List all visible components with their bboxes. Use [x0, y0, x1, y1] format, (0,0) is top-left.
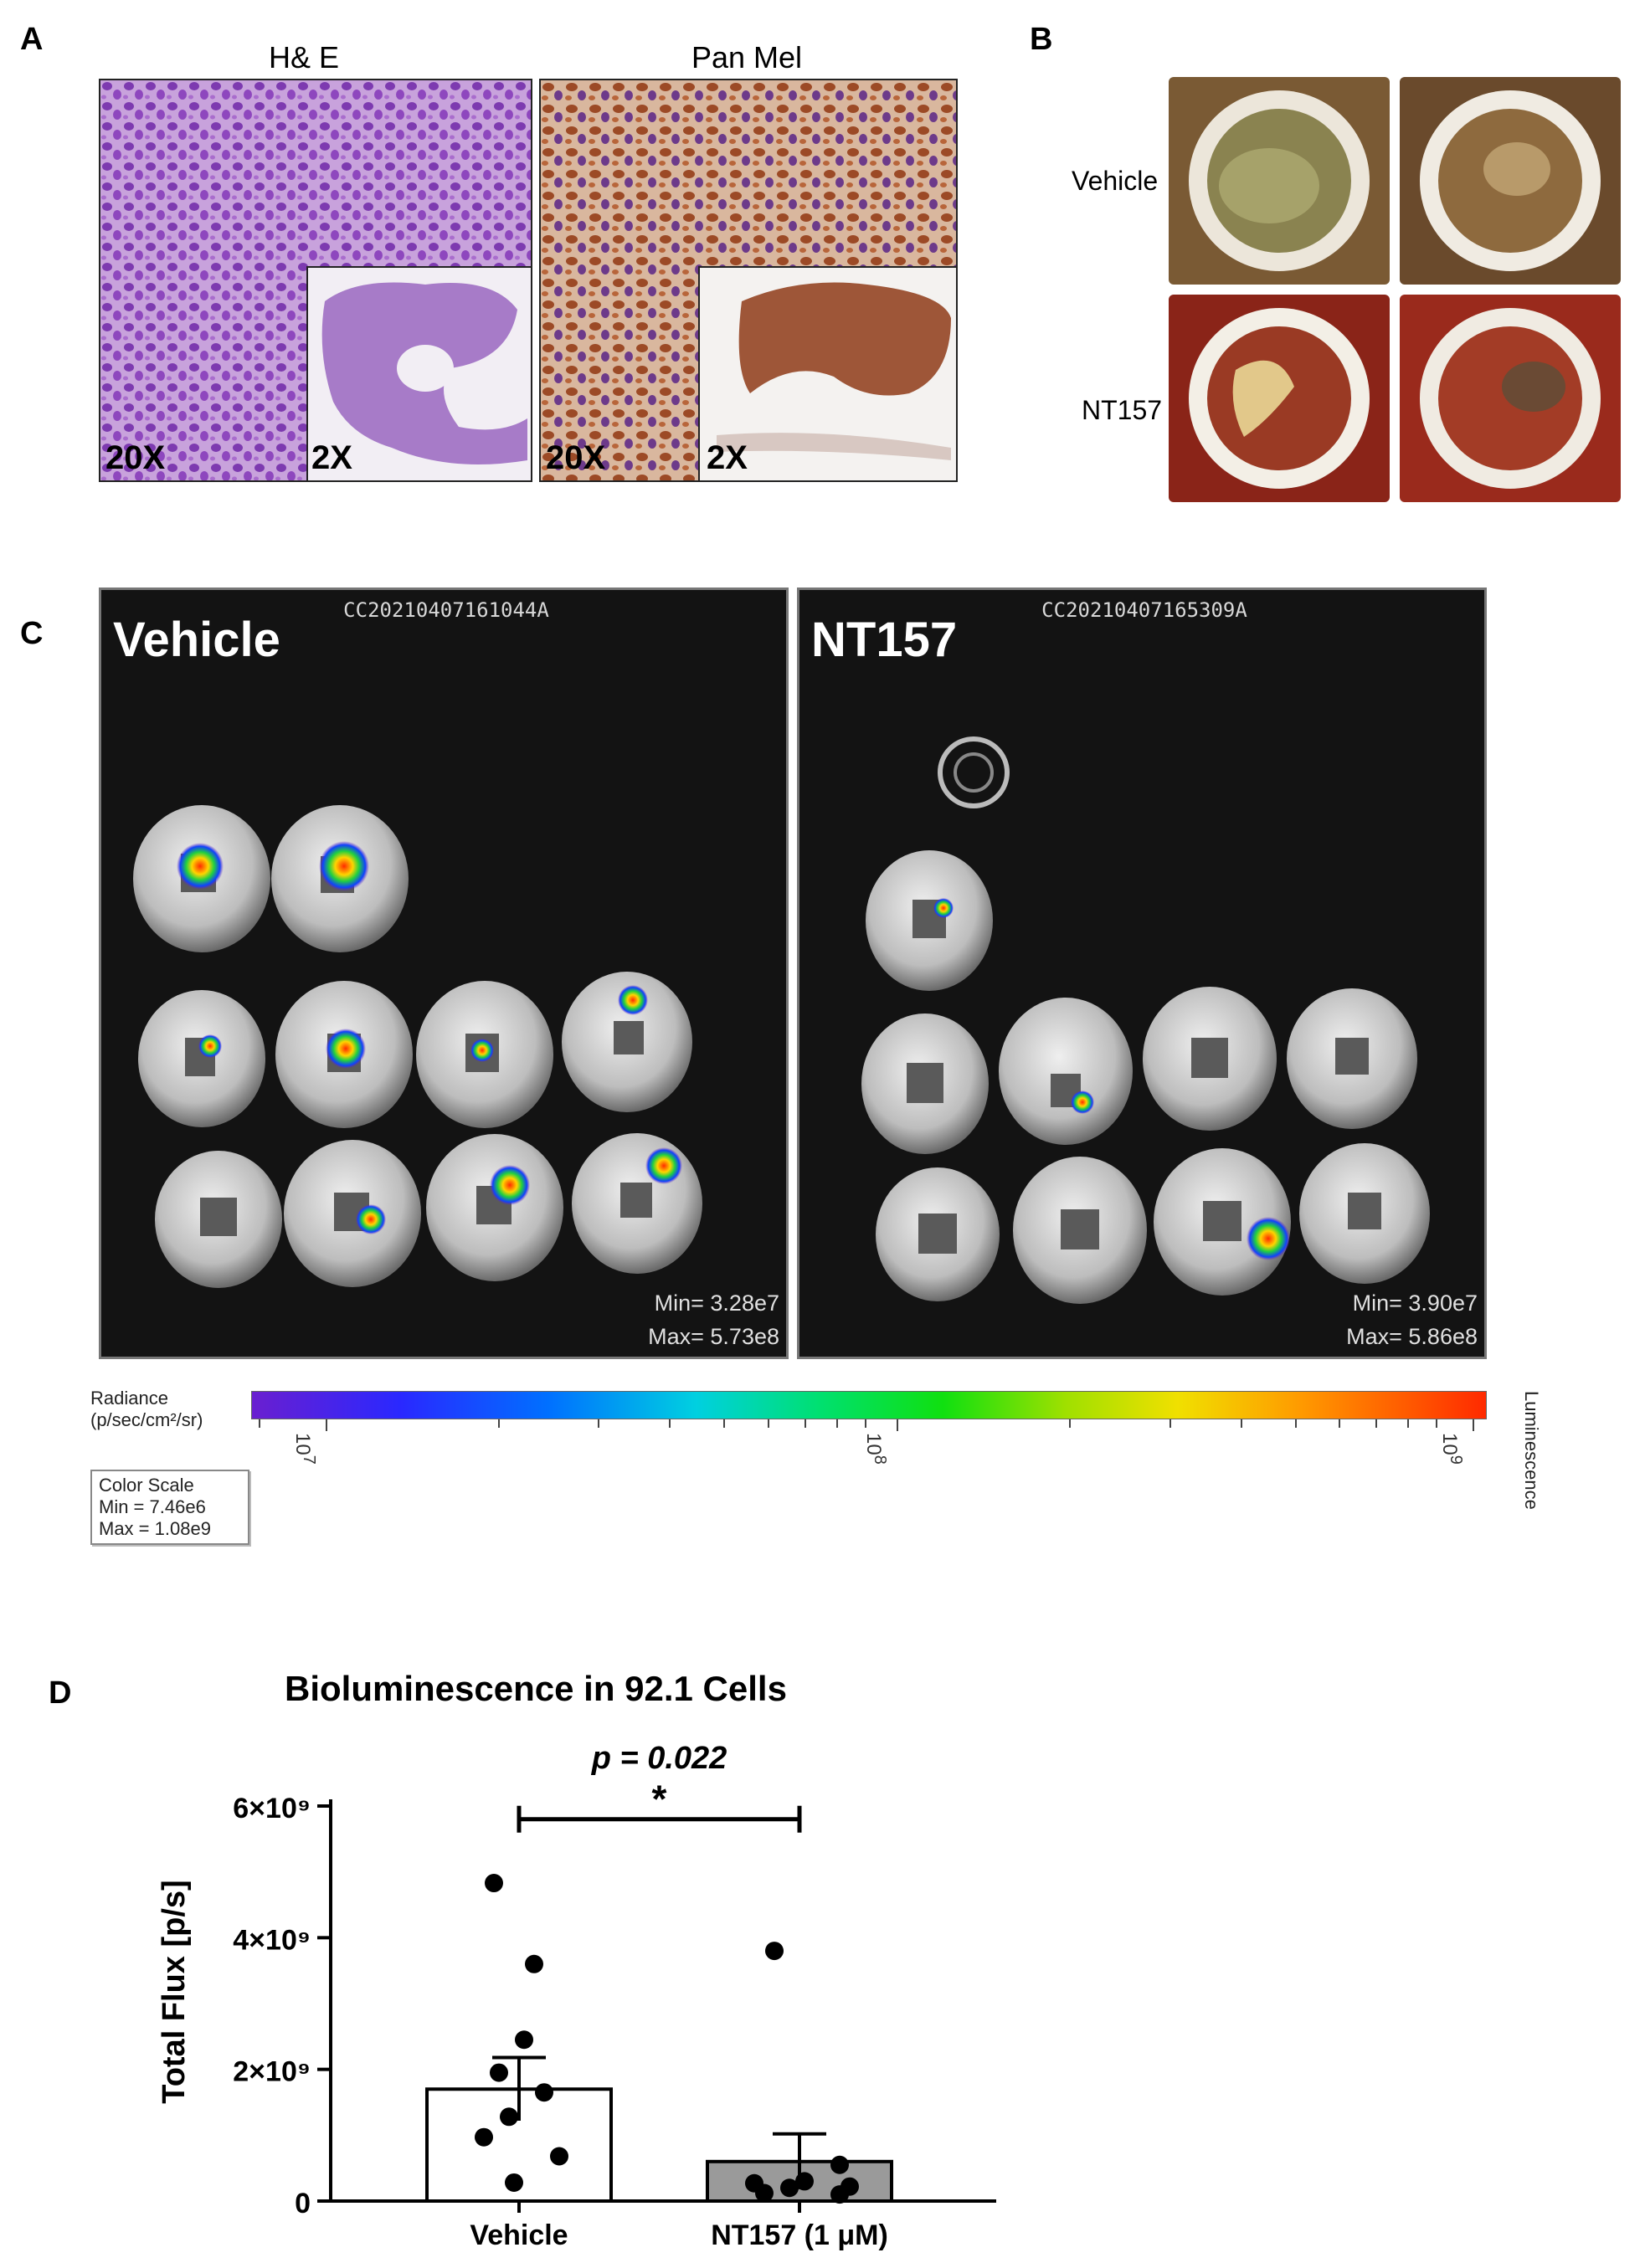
data-point	[550, 2147, 568, 2166]
colorbar-side-label: Luminescence	[1521, 1391, 1542, 1510]
colorbar-decade-2-base: 10	[862, 1433, 885, 1455]
bli-vehicle-minmax: Min= 3.28e7 Max= 5.73e8	[648, 1286, 779, 1353]
data-point	[490, 2063, 508, 2082]
pm-mag-inset: 2X	[707, 439, 748, 476]
colorbar-decade-1-exp: 7	[300, 1455, 318, 1465]
colorbar-label-line2: (p/sec/cm²/sr)	[90, 1409, 203, 1430]
pm-mag-main: 20X	[546, 439, 606, 476]
panel-a-letter: A	[20, 22, 44, 57]
chart-title: Bioluminescence in 92.1 Cells	[285, 1669, 787, 1708]
colorbar-label: Radiance (p/sec/cm²/sr)	[90, 1388, 241, 1431]
vehicle-egg-photo-1	[1169, 77, 1390, 285]
color-scale-min: Min = 7.46e6	[99, 1496, 206, 1517]
color-scale-max: Max = 1.08e9	[99, 1518, 211, 1539]
data-point	[535, 2083, 553, 2102]
nt157-egg-plate	[861, 736, 1430, 1304]
significance-p: p = 0.022	[591, 1741, 727, 1776]
colorbar-decade-3: 109	[1437, 1433, 1465, 1465]
bli-vehicle-image: CC20210407161044A Vehicle Min= 3.28e7 Ma…	[99, 588, 789, 1359]
bli-nt157-image: CC20210407165309A NT157 Min= 3.90e7 Max=…	[797, 588, 1487, 1359]
vehicle-egg-plate	[133, 805, 702, 1288]
panel-d-letter: D	[49, 1675, 72, 1711]
colorbar-ticks	[259, 1419, 1474, 1431]
he-inset: 2X	[306, 266, 532, 482]
panmel-inset-tissue	[717, 282, 951, 460]
nt157-egg-photo-1	[1169, 295, 1390, 502]
panmel-inset: 2X	[698, 266, 958, 482]
bli-nt157-label: NT157	[811, 613, 958, 667]
data-point	[830, 2155, 849, 2174]
panel-b-letter: B	[1030, 22, 1053, 57]
bli-vehicle-min: Min= 3.28e7	[654, 1291, 779, 1316]
colorbar-decade-1: 107	[290, 1433, 318, 1465]
data-point	[780, 2178, 799, 2198]
colorbar-decade-1-base: 10	[291, 1433, 314, 1455]
y-tick-label: 4×10⁹	[233, 1924, 311, 1956]
bli-nt157-max: Max= 5.86e8	[1346, 1324, 1478, 1349]
bli-vehicle-label: Vehicle	[113, 613, 280, 667]
color-scale-title: Color Scale	[99, 1475, 194, 1496]
data-point	[475, 2127, 493, 2147]
data-point	[525, 1954, 543, 1973]
he-inset-tissue	[321, 282, 527, 464]
y-axis-label: Total Flux [p/s]	[157, 1880, 192, 2103]
data-point	[795, 2172, 814, 2191]
bli-nt157-min: Min= 3.90e7	[1352, 1291, 1478, 1316]
y-tick-label: 2×10⁹	[233, 2056, 311, 2088]
flux-chart: Bioluminescence in 92.1 Cells Total Flux…	[157, 1669, 996, 2251]
colorbar-decade-2-exp: 8	[871, 1455, 889, 1465]
data-point	[485, 1874, 503, 1893]
data-point	[765, 1942, 784, 1961]
data-point	[505, 2173, 523, 2192]
panel-b-row1-label: Vehicle	[1072, 166, 1159, 196]
y-tick-label: 6×10⁹	[233, 1793, 311, 1824]
data-point	[500, 2107, 518, 2127]
x-tick-label: NT157 (1 μM)	[711, 2219, 888, 2251]
panel-c-letter: C	[20, 616, 44, 651]
data-point	[755, 2183, 774, 2203]
bli-nt157-id: CC20210407165309A	[1041, 598, 1247, 622]
bli-vehicle-max: Max= 5.73e8	[648, 1324, 779, 1349]
vehicle-egg-photo-2	[1400, 77, 1621, 285]
colorbar-decade-3-base: 10	[1438, 1433, 1461, 1455]
colorbar-decade-3-exp: 9	[1447, 1455, 1465, 1465]
data-point	[515, 2030, 533, 2050]
colorbar-label-line1: Radiance	[90, 1388, 168, 1409]
nt157-egg-photo-2	[1400, 295, 1621, 502]
panel-b-row2-label: NT157	[1082, 395, 1163, 425]
colorbar-decade-2: 108	[861, 1433, 889, 1465]
x-tick-label: Vehicle	[470, 2219, 568, 2251]
he-mag-inset: 2X	[311, 439, 352, 476]
color-scale-box: Color Scale Min = 7.46e6 Max = 1.08e9	[90, 1470, 249, 1545]
bli-vehicle-id: CC20210407161044A	[343, 598, 549, 622]
he-mag-main: 20X	[105, 439, 166, 476]
y-tick-label: 0	[295, 2188, 311, 2219]
panmel-title: Pan Mel	[691, 40, 803, 74]
colorbar-gradient	[251, 1391, 1487, 1419]
significance-star: *	[652, 1778, 667, 1821]
he-title: H& E	[268, 40, 340, 74]
data-point	[830, 2185, 849, 2204]
bli-nt157-minmax: Min= 3.90e7 Max= 5.86e8	[1346, 1286, 1478, 1353]
